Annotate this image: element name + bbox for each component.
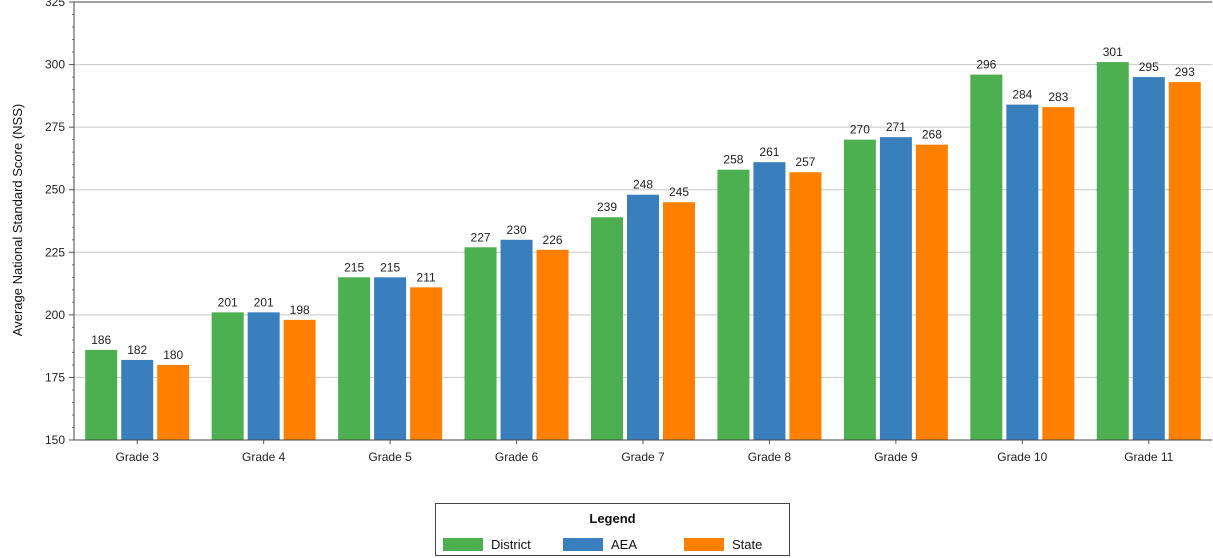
y-tick-label: 150 <box>45 433 65 447</box>
data-label: 186 <box>91 333 111 347</box>
y-tick-label: 225 <box>45 245 65 259</box>
data-label: 257 <box>795 155 815 169</box>
bar-aea-grade-3 <box>121 359 154 440</box>
bar-aea-grade-11 <box>1132 77 1165 440</box>
data-label: 215 <box>344 260 364 274</box>
legend-item-state: State <box>684 536 763 552</box>
data-label: 295 <box>1139 60 1159 74</box>
legend-label-aea: AEA <box>611 536 638 552</box>
x-tick-label: Grade 8 <box>748 450 792 464</box>
x-tick-label: Grade 4 <box>242 450 286 464</box>
x-tick-label: Grade 11 <box>1124 450 1173 464</box>
bar-district-grade-6 <box>464 247 497 440</box>
bar-state-grade-4 <box>283 319 316 440</box>
bar-chart: 150 175 200 225 250 275 300 325 Grade 3 Grade 4 Gr… <box>10 0 1212 464</box>
legend-label-state: State <box>732 536 763 552</box>
bar-aea-grade-8 <box>753 162 786 440</box>
data-label: 284 <box>1012 88 1032 102</box>
data-label: 215 <box>380 260 400 274</box>
axes: 150 175 200 225 250 275 300 325 Grade 3 Grade 4 Gr… <box>45 0 1212 464</box>
legend-title: Legend <box>589 511 636 526</box>
legend-swatch-state <box>684 537 724 551</box>
legend-swatch-district <box>443 537 483 551</box>
bar-state-grade-9 <box>915 144 948 441</box>
x-tick-label: Grade 5 <box>368 450 412 464</box>
x-tick-label: Grade 9 <box>874 450 918 464</box>
y-tick-label: 275 <box>45 120 65 134</box>
data-label: 239 <box>597 200 617 214</box>
bar-aea-grade-6 <box>500 239 533 440</box>
legend-item-aea: AEA <box>563 536 638 552</box>
bar-district-grade-10 <box>970 74 1003 440</box>
legend: Legend District AEA State <box>435 503 790 556</box>
bar-state-grade-10 <box>1042 107 1075 441</box>
y-tick-label: 325 <box>45 0 65 9</box>
data-label: 270 <box>850 123 870 137</box>
bar-aea-grade-4 <box>247 312 280 440</box>
bar-district-grade-11 <box>1096 62 1129 440</box>
bar-district-grade-3 <box>85 349 118 440</box>
bar-aea-grade-10 <box>1006 104 1039 441</box>
data-label: 180 <box>163 348 183 362</box>
bar-state-grade-8 <box>789 172 822 441</box>
x-tick-label: Grade 7 <box>621 450 665 464</box>
data-label: 245 <box>669 185 689 199</box>
bar-district-grade-8 <box>717 169 750 441</box>
bar-district-grade-7 <box>591 217 623 440</box>
data-label: 293 <box>1175 65 1195 79</box>
bar-state-grade-7 <box>663 202 695 440</box>
y-axis-label: Average National Standard Score (NSS) <box>10 104 25 336</box>
data-label: 296 <box>976 58 996 72</box>
data-label: 271 <box>886 120 906 134</box>
data-label: 227 <box>471 230 491 244</box>
data-label: 248 <box>633 178 653 192</box>
bar-aea-grade-9 <box>879 137 912 440</box>
y-tick-label: 200 <box>45 308 65 322</box>
data-labels: 186 182 180 201 201 198 215 215 211 227 230 226 239 2… <box>91 45 1195 362</box>
data-label: 261 <box>759 145 779 159</box>
data-label: 201 <box>218 295 238 309</box>
bar-state-grade-5 <box>410 287 443 440</box>
x-tick-label: Grade 3 <box>116 450 160 464</box>
data-label: 301 <box>1103 45 1123 59</box>
data-label: 201 <box>254 295 274 309</box>
data-label: 198 <box>290 303 310 317</box>
y-tick-label: 250 <box>45 183 65 197</box>
bar-state-grade-6 <box>536 249 569 440</box>
data-label: 258 <box>723 153 743 167</box>
bar-aea-grade-7 <box>627 194 659 440</box>
bars <box>85 62 1201 441</box>
bar-aea-grade-5 <box>374 277 407 440</box>
legend-item-district: District <box>443 536 531 552</box>
legend-swatch-aea <box>563 537 603 551</box>
data-label: 211 <box>417 270 436 284</box>
bar-district-grade-9 <box>843 139 876 440</box>
y-tick-label: 300 <box>45 58 65 72</box>
data-label: 182 <box>127 343 147 357</box>
bar-state-grade-11 <box>1168 82 1201 440</box>
bar-state-grade-3 <box>157 364 190 440</box>
x-tick-label: Grade 6 <box>495 450 539 464</box>
bar-district-grade-4 <box>211 312 244 440</box>
data-label: 283 <box>1048 90 1068 104</box>
bar-district-grade-5 <box>338 277 371 440</box>
x-tick-label: Grade 10 <box>997 450 1047 464</box>
y-tick-label: 175 <box>45 370 65 384</box>
data-label: 230 <box>507 223 527 237</box>
data-label: 268 <box>922 128 942 142</box>
data-label: 226 <box>543 233 563 247</box>
legend-label-district: District <box>491 536 531 552</box>
